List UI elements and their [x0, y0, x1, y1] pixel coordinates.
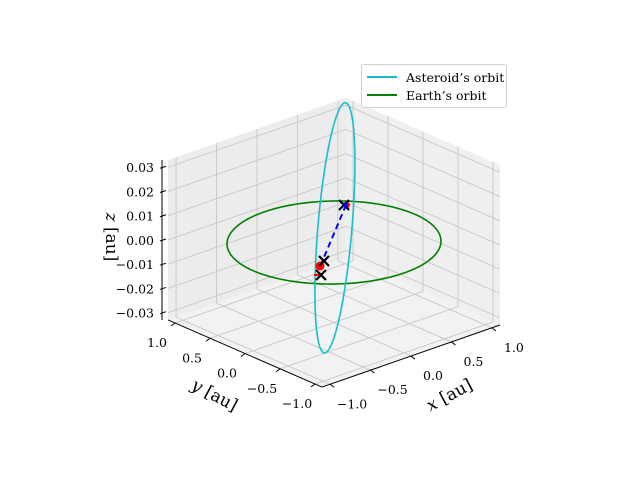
grid-line — [314, 321, 494, 385]
grid-line — [279, 306, 459, 370]
asteroid-orbit-line — [314, 101, 356, 354]
legend-label-asteroid: Asteroid’s orbit — [406, 69, 505, 85]
x-tick-label: −0.5 — [377, 382, 407, 397]
x-tick — [329, 383, 335, 388]
z-axis-label: z [au] — [101, 212, 121, 262]
grid-line — [345, 153, 501, 222]
x-marker-earth — [315, 269, 327, 281]
z-tick-label: 0.00 — [126, 233, 154, 248]
y-tick — [170, 322, 176, 327]
grid-line — [345, 226, 501, 294]
z-tick-label: 0.03 — [126, 160, 154, 175]
z-tick — [159, 214, 167, 218]
grid-lines — [167, 100, 501, 385]
z-tick-label: −0.01 — [116, 257, 154, 272]
axis-panes — [168, 97, 500, 388]
grid-line — [345, 129, 501, 197]
y-tick-label: −0.5 — [247, 381, 277, 396]
x-tick-label: 0.5 — [464, 354, 484, 369]
grid-line — [209, 275, 389, 339]
grid-line — [167, 177, 347, 241]
position-markers — [314, 199, 350, 281]
x-tick-label: 1.0 — [504, 340, 524, 355]
z-tick-label: 0.02 — [126, 184, 154, 199]
x-tick-label: −1.0 — [337, 396, 367, 411]
z-tick — [159, 311, 167, 315]
connection-dashed-line — [321, 204, 347, 263]
y-tick — [240, 353, 246, 357]
grid-line — [167, 225, 347, 289]
axis-lines — [159, 159, 501, 388]
grid-line — [345, 104, 501, 173]
z-tick — [159, 286, 167, 290]
blue-point-upper — [342, 202, 348, 208]
grid-line — [167, 153, 347, 217]
grid-line — [167, 104, 347, 168]
grid-line — [167, 201, 347, 265]
y-tick — [205, 337, 211, 342]
z-tick — [159, 190, 167, 193]
tick-labels: −1.0 −0.5 0.0 0.5 1.0 −1.0 −0.5 0.0 0.5 1.0 −0.03 −… — [116, 160, 524, 411]
x-tick — [451, 341, 456, 346]
y-axis-label: y [au] — [187, 375, 241, 416]
legend-item-asteroid-orbit: Asteroid’s orbit — [367, 69, 504, 85]
grid-line — [244, 291, 424, 354]
legend-swatch-earth — [367, 94, 397, 96]
x-marker-asteroid — [318, 255, 330, 267]
legend-swatch-asteroid — [367, 76, 397, 78]
z-tick — [159, 165, 167, 169]
z-tick-label: 0.01 — [126, 209, 154, 224]
x-tick — [410, 355, 416, 360]
orbit-series — [226, 101, 442, 354]
grid-line — [345, 201, 501, 270]
legend: Asteroid’s orbit Earth’s orbit — [361, 64, 507, 108]
grid-line — [345, 250, 501, 319]
y-tick-label: 0.5 — [182, 350, 202, 365]
legend-label-earth: Earth’s orbit — [406, 87, 487, 103]
y-tick — [275, 368, 281, 373]
z-tick-label: −0.02 — [116, 281, 154, 296]
y-tick-label: 1.0 — [147, 335, 167, 350]
y-tick-label: −1.0 — [282, 396, 312, 411]
y-tick — [310, 383, 316, 388]
grid-line — [167, 129, 347, 192]
grid-line — [345, 177, 501, 246]
legend-item-earth-orbit: Earth’s orbit — [367, 87, 487, 103]
z-tick — [159, 262, 167, 266]
x-tick-label: 0.0 — [423, 368, 443, 383]
z-tick-label: −0.03 — [116, 306, 154, 321]
z-tick — [159, 238, 167, 242]
x-tick — [491, 327, 497, 332]
x-tick — [370, 369, 375, 374]
y-tick-label: 0.0 — [217, 366, 237, 381]
earth-orbit-line — [226, 200, 442, 285]
